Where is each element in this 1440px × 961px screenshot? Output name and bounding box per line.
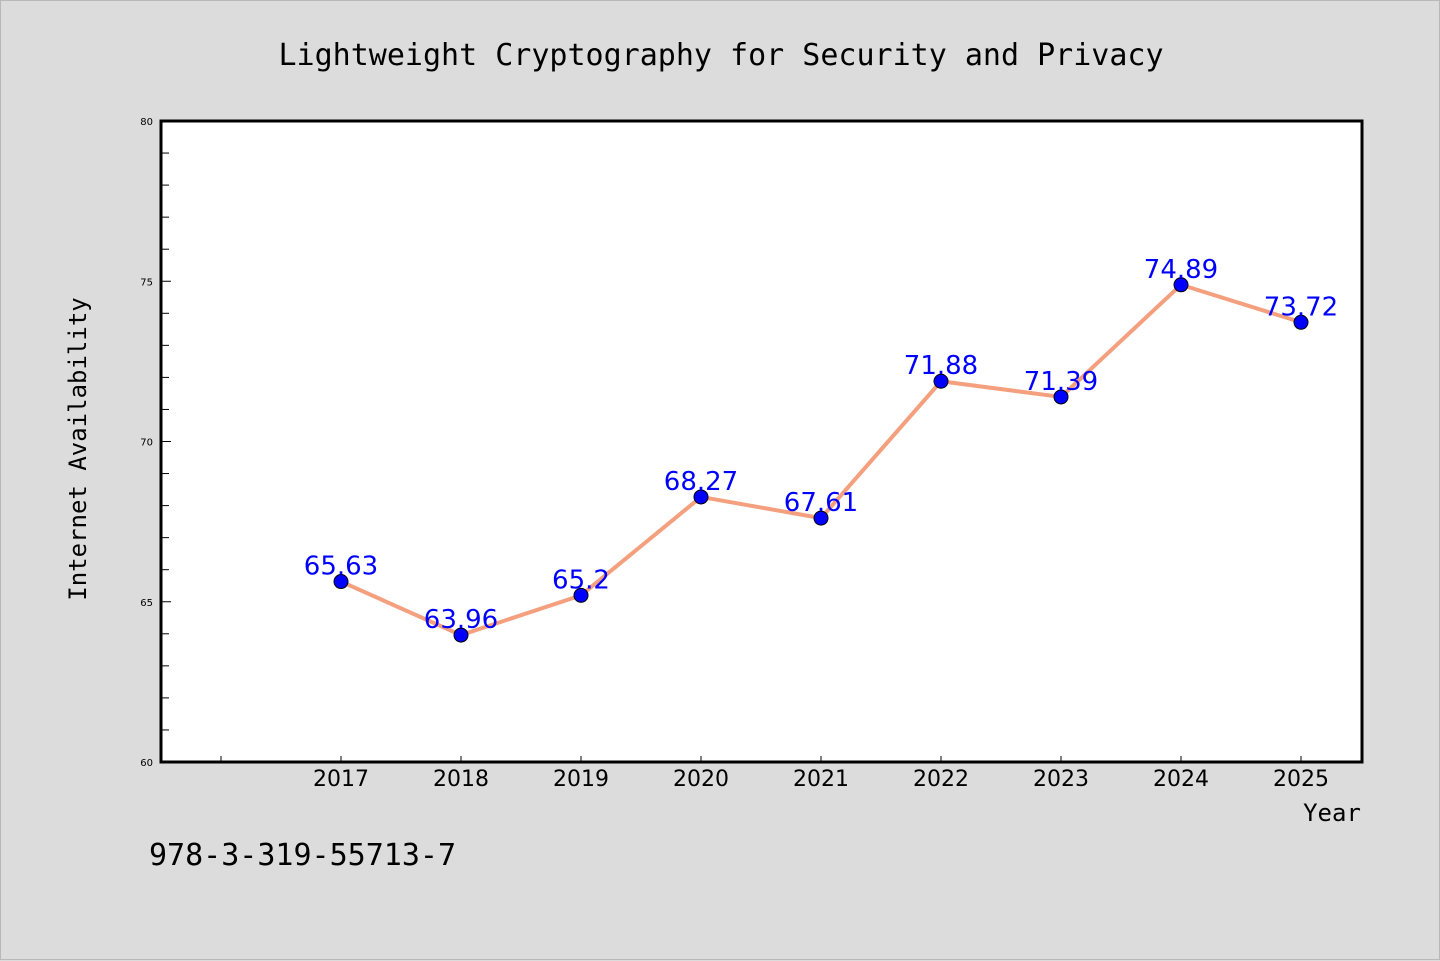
y-axis-label: Internet Availability <box>64 297 92 600</box>
data-point <box>333 574 349 590</box>
x-axis-ticks: 2017 2018 2019 2020 2021 2022 2023 2024 2025 <box>220 756 1329 792</box>
x-tick-label: 2017 <box>313 767 369 792</box>
data-label: 74.89 <box>1144 255 1218 285</box>
x-tick-label: 2024 <box>1153 767 1209 792</box>
data-point <box>933 373 949 389</box>
x-tick-label: 2021 <box>793 767 849 792</box>
y-tick-label: 60 <box>140 758 153 769</box>
data-label: 71.88 <box>904 351 978 381</box>
data-label: 68.27 <box>664 467 738 497</box>
x-axis-label: Year <box>1303 799 1361 827</box>
x-tick-label: 2025 <box>1273 767 1329 792</box>
data-label: 67.61 <box>784 488 858 518</box>
data-label: 65.63 <box>304 552 378 582</box>
data-label: 73.72 <box>1264 292 1338 322</box>
data-point <box>813 510 829 526</box>
data-point <box>453 627 469 643</box>
x-tick-label: 2023 <box>1033 767 1089 792</box>
series-layer: 65.63 63.96 65.2 68.27 67.61 71.88 71.39 74.89 7… <box>304 255 1338 643</box>
y-tick-label: 75 <box>140 277 153 288</box>
data-label: 65.2 <box>552 565 610 595</box>
y-tick-label: 65 <box>140 598 153 609</box>
data-point <box>1053 389 1069 405</box>
data-label: 63.96 <box>424 605 498 635</box>
data-point <box>1173 277 1189 293</box>
y-axis-ticks: 60 65 70 75 80 <box>140 117 171 769</box>
x-tick-label: 2019 <box>553 767 609 792</box>
y-tick-label: 70 <box>140 438 153 449</box>
data-point <box>573 587 589 603</box>
data-label: 71.39 <box>1024 367 1098 397</box>
isbn-text: 978-3-319-55713-7 <box>149 838 456 873</box>
y-tick-label: 80 <box>140 117 153 128</box>
x-tick-label: 2020 <box>673 767 729 792</box>
data-point <box>693 489 709 505</box>
chart-title: Lightweight Cryptography for Security an… <box>278 38 1163 73</box>
plot-area <box>159 119 1364 764</box>
data-point <box>1293 314 1309 330</box>
x-tick-label: 2022 <box>913 767 969 792</box>
x-tick-label: 2018 <box>433 767 489 792</box>
